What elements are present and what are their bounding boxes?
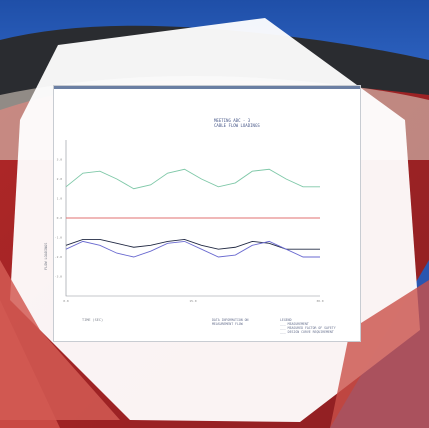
legend-line-1: LEGEND: [280, 318, 292, 322]
x-tick-label: 0.0: [63, 299, 69, 303]
y-tick-label: 2.0: [57, 177, 63, 181]
title-line-1: MEETING ABC - 3: [214, 118, 251, 123]
legend-line-4: ___ DESIGN CURVE REQUIREMENT: [280, 330, 334, 334]
info-block: DATA INFORMATION ON MEASUREMENT FLOW: [212, 318, 248, 326]
y-tick-label: -3.0: [55, 275, 62, 279]
y-tick-label: 0.0: [57, 216, 63, 220]
title-line-2: CABLE FLOW LOADINGS: [214, 123, 260, 128]
y-tick-label: 3.0: [57, 158, 63, 162]
info-line-1: DATA INFORMATION ON: [212, 318, 249, 322]
series-line-1: [65, 168, 320, 190]
y-tick-label: 1.0: [57, 197, 63, 201]
series-line-3: [65, 238, 320, 250]
legend: LEGEND ___ MEASUREMENT ___ MEASURED FACT…: [280, 318, 336, 334]
x-tick-label: 30.0: [316, 299, 323, 303]
legend-line-2: ___ MEASUREMENT: [280, 322, 309, 326]
legend-line-3: ___ MEASURED FACTOR OF SAFETY: [280, 326, 336, 330]
info-line-2: MEASUREMENT FLOW: [212, 322, 243, 326]
y-tick-label: -2.0: [55, 255, 62, 259]
x-tick-label: 15.0: [189, 299, 196, 303]
x-axis-label: TIME (SEC): [82, 318, 104, 322]
chart-title: MEETING ABC - 3 CABLE FLOW LOADINGS: [214, 118, 260, 128]
y-tick-label: -1.0: [55, 236, 62, 240]
document-page: [54, 86, 360, 341]
chart-axes: [65, 140, 320, 297]
series-line-4: [65, 240, 320, 258]
y-axis-label: FLOW LOADINGS: [44, 242, 48, 270]
